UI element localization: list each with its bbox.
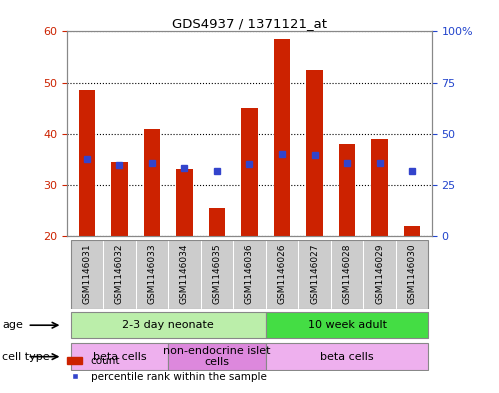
Bar: [79, 90, 95, 236]
Text: non-endocrine islet
cells: non-endocrine islet cells: [163, 346, 271, 367]
Text: GSM1146032: GSM1146032: [115, 243, 124, 304]
Bar: [71, 343, 168, 370]
Text: 10 week adult: 10 week adult: [307, 320, 387, 330]
Bar: [266, 343, 428, 370]
Text: GSM1146029: GSM1146029: [375, 243, 384, 304]
Bar: [266, 312, 428, 338]
Text: GSM1146031: GSM1146031: [82, 243, 91, 304]
Text: GSM1146033: GSM1146033: [147, 243, 156, 304]
Text: GSM1146034: GSM1146034: [180, 243, 189, 304]
Text: beta cells: beta cells: [93, 352, 146, 362]
Bar: [209, 208, 225, 236]
Bar: [136, 240, 168, 309]
Bar: [404, 226, 420, 236]
Bar: [371, 139, 388, 236]
Bar: [339, 144, 355, 236]
Bar: [242, 108, 257, 236]
Text: age: age: [2, 320, 23, 330]
Text: GSM1146036: GSM1146036: [245, 243, 254, 304]
Bar: [201, 240, 233, 309]
Text: GSM1146027: GSM1146027: [310, 243, 319, 304]
Bar: [111, 162, 128, 236]
Title: GDS4937 / 1371121_at: GDS4937 / 1371121_at: [172, 17, 327, 30]
Legend: count, percentile rank within the sample: count, percentile rank within the sample: [62, 352, 271, 386]
Bar: [71, 240, 103, 309]
Text: GSM1146028: GSM1146028: [343, 243, 352, 304]
Text: GSM1146030: GSM1146030: [408, 243, 417, 304]
Bar: [168, 240, 201, 309]
Bar: [233, 240, 266, 309]
Bar: [176, 169, 193, 236]
Bar: [331, 240, 363, 309]
Bar: [306, 70, 323, 236]
Bar: [363, 240, 396, 309]
Text: 2-3 day neonate: 2-3 day neonate: [122, 320, 214, 330]
Bar: [71, 312, 266, 338]
Bar: [266, 240, 298, 309]
Text: GSM1146026: GSM1146026: [277, 243, 286, 304]
Text: cell type: cell type: [2, 352, 50, 362]
Bar: [144, 129, 160, 236]
Bar: [396, 240, 428, 309]
Bar: [274, 39, 290, 236]
Bar: [298, 240, 331, 309]
Bar: [168, 343, 266, 370]
Bar: [103, 240, 136, 309]
Text: beta cells: beta cells: [320, 352, 374, 362]
Text: GSM1146035: GSM1146035: [213, 243, 222, 304]
